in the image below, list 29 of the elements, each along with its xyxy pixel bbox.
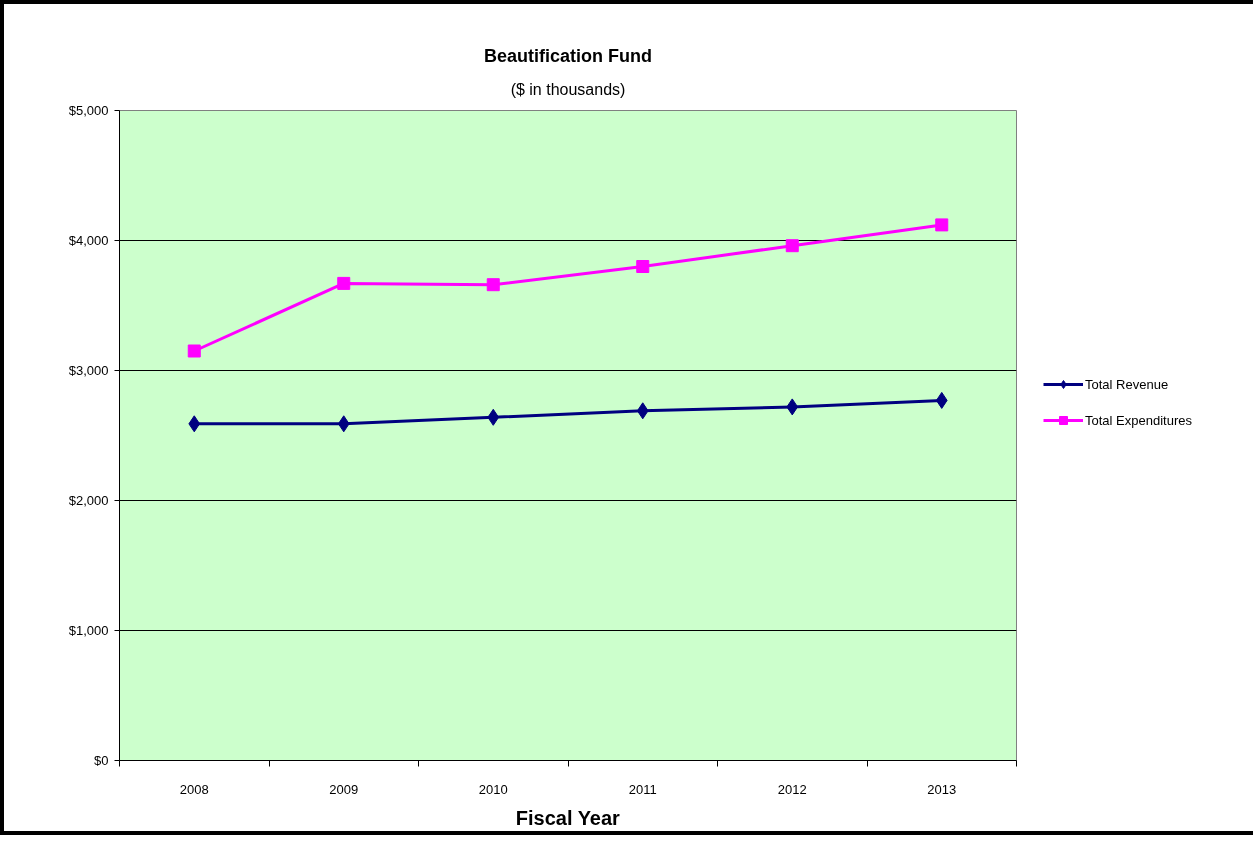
chart-subtitle: ($ in thousands) (510, 80, 626, 98)
x-tick-label: 2011 (628, 781, 657, 797)
x-tick-label: 2010 (478, 781, 508, 797)
point (187, 344, 201, 358)
point (786, 398, 799, 416)
y-tick-label: $3,000 (68, 363, 109, 378)
legend-label: Total Expenditures (1085, 412, 1192, 428)
point (337, 415, 350, 433)
y-tick-label: $1,000 (68, 623, 109, 638)
y-tick-label: $2,000 (68, 493, 109, 508)
point (337, 276, 351, 290)
x-tick-label: 2012 (777, 781, 807, 797)
x-tick-label: 2008 (179, 781, 209, 797)
point (935, 391, 948, 409)
point (636, 260, 650, 273)
point (188, 415, 201, 433)
point (487, 408, 500, 426)
y-tick-label: $5,000 (68, 103, 109, 118)
chart-title: Beautification Fund (484, 45, 652, 66)
point (785, 239, 799, 253)
y-tick-label: $4,000 (68, 233, 109, 248)
x-tick-label: 2013 (927, 781, 957, 797)
y-tick-label: $0 (94, 753, 109, 768)
point (636, 402, 649, 420)
point (935, 218, 949, 232)
point (486, 278, 500, 292)
legend-label: Total Revenue (1085, 376, 1169, 392)
x-axis-title: Fiscal Year (515, 806, 621, 829)
x-tick-label: 2009 (329, 781, 359, 797)
